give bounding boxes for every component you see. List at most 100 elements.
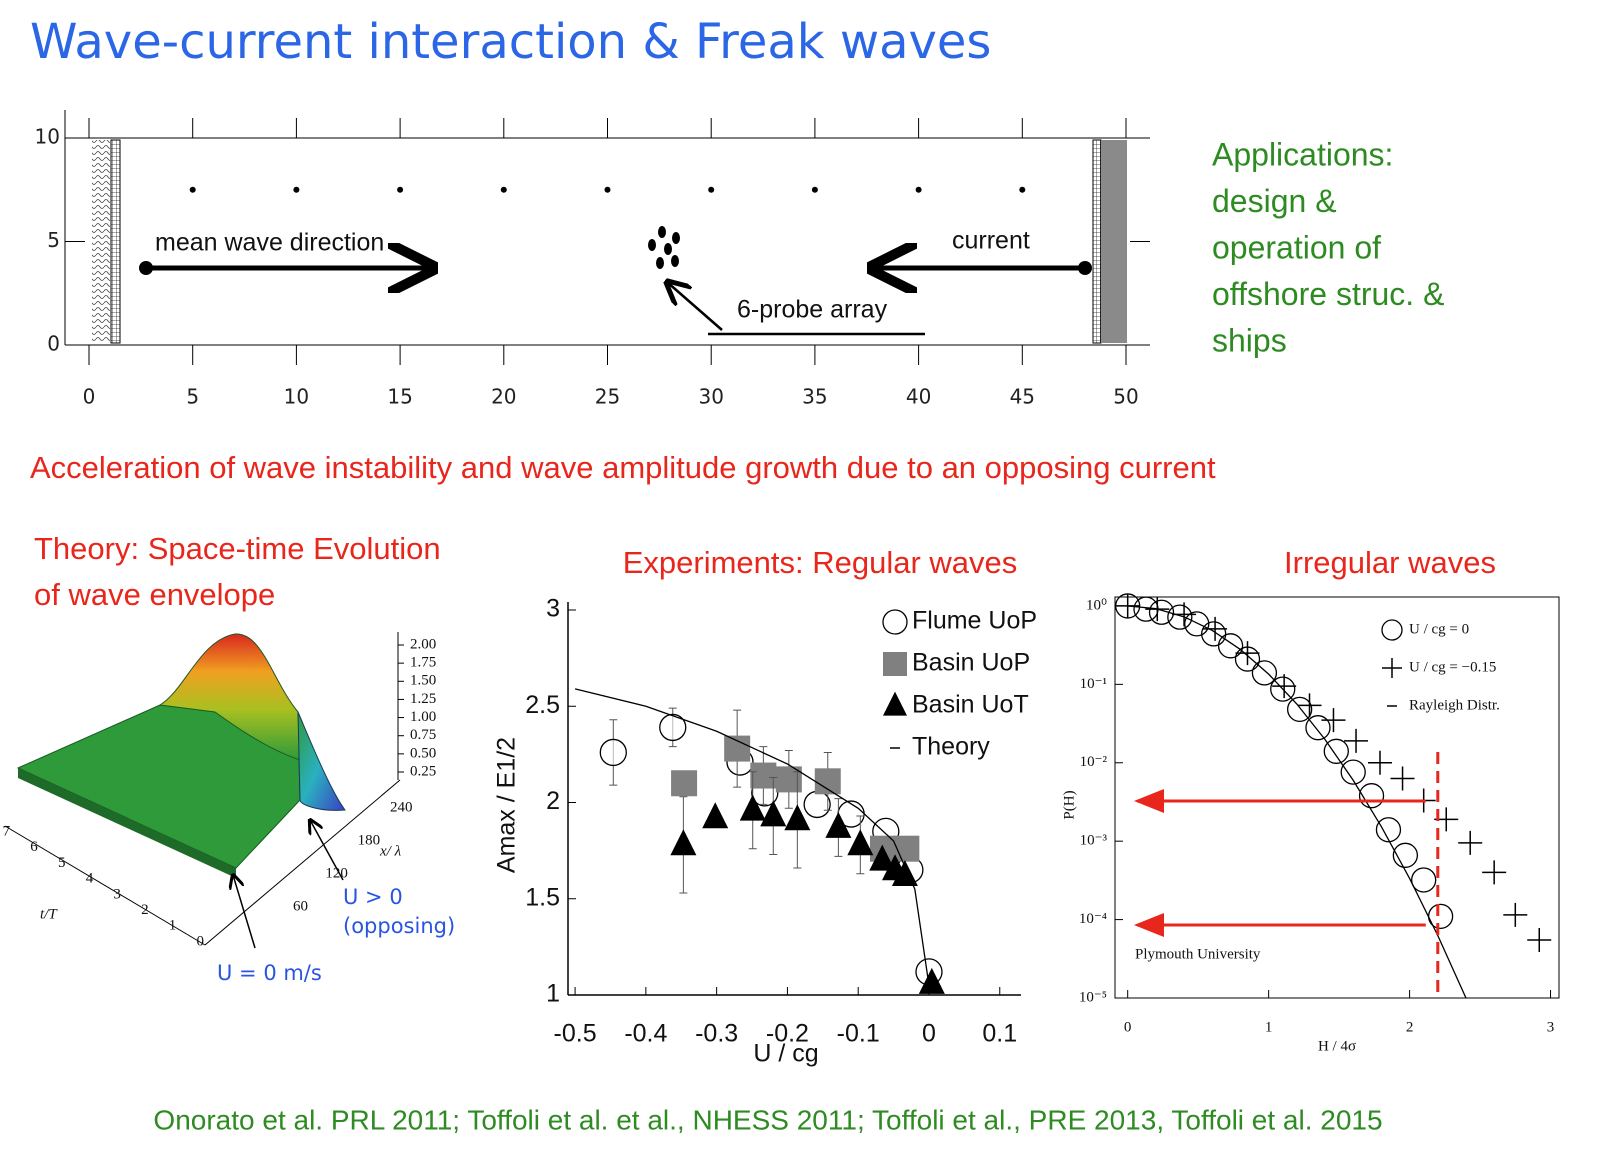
x-tick-label: 60 [293,898,308,914]
surface-trough [297,711,346,811]
application-line: Applications: [1212,136,1393,172]
t-tick-label: 4 [86,871,94,887]
z-tick-label: 0.75 [410,727,436,743]
probe [811,186,818,193]
marker [1297,693,1322,718]
y-tick-label: 10⁻¹ [1080,676,1107,692]
legend-marker [1382,658,1402,678]
marker [1367,750,1392,775]
wave-maker [92,140,110,343]
z-tick-label: 1.25 [410,691,436,707]
y-tick-label: 10⁻³ [1080,833,1108,849]
x-tick-label: 0 [1124,1019,1132,1035]
probe [189,186,196,193]
y-axis-label: Amax / E1/2 [493,737,521,873]
wall [1092,139,1102,344]
y-tick-label: 2 [546,787,560,815]
t-tick-label: 5 [58,855,66,871]
marker [671,770,698,797]
x-tick-label: 40 [906,385,931,409]
pointer-arrow [233,875,256,949]
marker [1527,927,1552,952]
y-tick-label: 5 [47,228,60,252]
applications: Applications: design & operation of offshor… [1212,136,1444,358]
marker [599,738,627,767]
x-tick-label: -0.2 [766,1020,809,1048]
probe-array [648,226,680,269]
marker [1305,715,1331,741]
z-tick-label: 0.50 [410,745,436,761]
t-tick-label: 2 [141,902,149,918]
subtitle: Acceleration of wave instability and wav… [30,450,1216,485]
wave-label: mean wave direction [155,229,384,257]
legend-label: Rayleigh Distr. [1409,697,1500,713]
marker [1148,599,1175,625]
annotation: Plymouth University [1135,946,1261,962]
y-axis-label: P(H) [1061,790,1077,819]
marker [1321,708,1346,733]
marker [1503,902,1528,927]
t-tick-label: 0 [197,933,205,949]
marker [1458,830,1483,855]
marker [739,794,766,821]
tank-diagram: mean wave direction current 6-probe arra… [35,110,1150,409]
chart-title: Experiments: Regular waves [623,545,1018,580]
marker [814,768,841,795]
y-tick-label: 10⁰ [1086,597,1107,613]
marker [1340,759,1366,785]
marker [1251,660,1278,686]
line [1127,605,1467,999]
x-tick-label: -0.5 [554,1020,597,1048]
x-tick-label: 20 [491,385,516,409]
title: Wave-current interaction & Freak waves [30,14,991,70]
x-tick-label: -0.4 [624,1020,667,1048]
chart: Irregular waves 0 1 2 3 10⁰ 10⁻¹ 10⁻² 10⁻³ 10⁻⁴ 10… [1061,545,1560,1054]
z-tick-label: 0.25 [410,763,436,779]
x-tick-label: 10 [284,385,309,409]
annotation: U > 0 [343,885,403,909]
absorber [1101,140,1127,343]
x-tick-label: 50 [1113,385,1138,409]
marker [670,829,697,856]
wall [110,139,121,344]
legend-marker [882,609,908,635]
chart-title: Irregular waves [1284,545,1496,580]
application-line: offshore struc. & [1212,276,1444,312]
x-tick-label: 0 [83,385,96,409]
marker [1375,817,1402,843]
x-tick-label: -0.3 [695,1020,738,1048]
x-tick-label: 35 [802,385,827,409]
y-tick-label: 10 [35,125,60,149]
marker [825,811,852,838]
marker [891,860,918,887]
pointer-arrow [310,820,344,881]
marker [1203,616,1228,641]
probe [1019,186,1026,193]
x-tick-label: 3 [1547,1019,1555,1035]
z-tick-label: 2.00 [410,636,436,652]
t-tick-label: 6 [30,839,38,855]
marker [1482,860,1507,885]
y-tick-label: 1.5 [525,883,560,911]
legend-label: U / cg = −0.15 [1409,659,1496,675]
t-tick-label: 3 [113,886,121,902]
legend-marker [883,691,907,716]
t-axis-label: t/T [40,906,58,922]
heading: of wave envelope [34,577,275,612]
legend-marker [883,652,907,676]
x-axis-label: H / 4σ [1318,1038,1356,1054]
z-tick-label: 1.00 [410,709,436,725]
marker [760,800,787,827]
marker [1167,604,1193,630]
marker [1235,641,1260,666]
citation: Onorato et al. PRL 2011; Toffoli et al. … [153,1104,1382,1135]
heading: Theory: Space-time Evolution [34,531,441,566]
legend-label: Flume UoP [912,607,1037,635]
z-tick-label: 1.75 [410,655,436,671]
x-tick-label: 0 [922,1020,936,1048]
y-tick-label: 0 [47,332,60,356]
marker [1392,842,1419,868]
legend-label: U / cg = 0 [1409,621,1469,637]
application-line: operation of [1212,229,1381,265]
x-axis-label: x/ λ [379,843,402,859]
